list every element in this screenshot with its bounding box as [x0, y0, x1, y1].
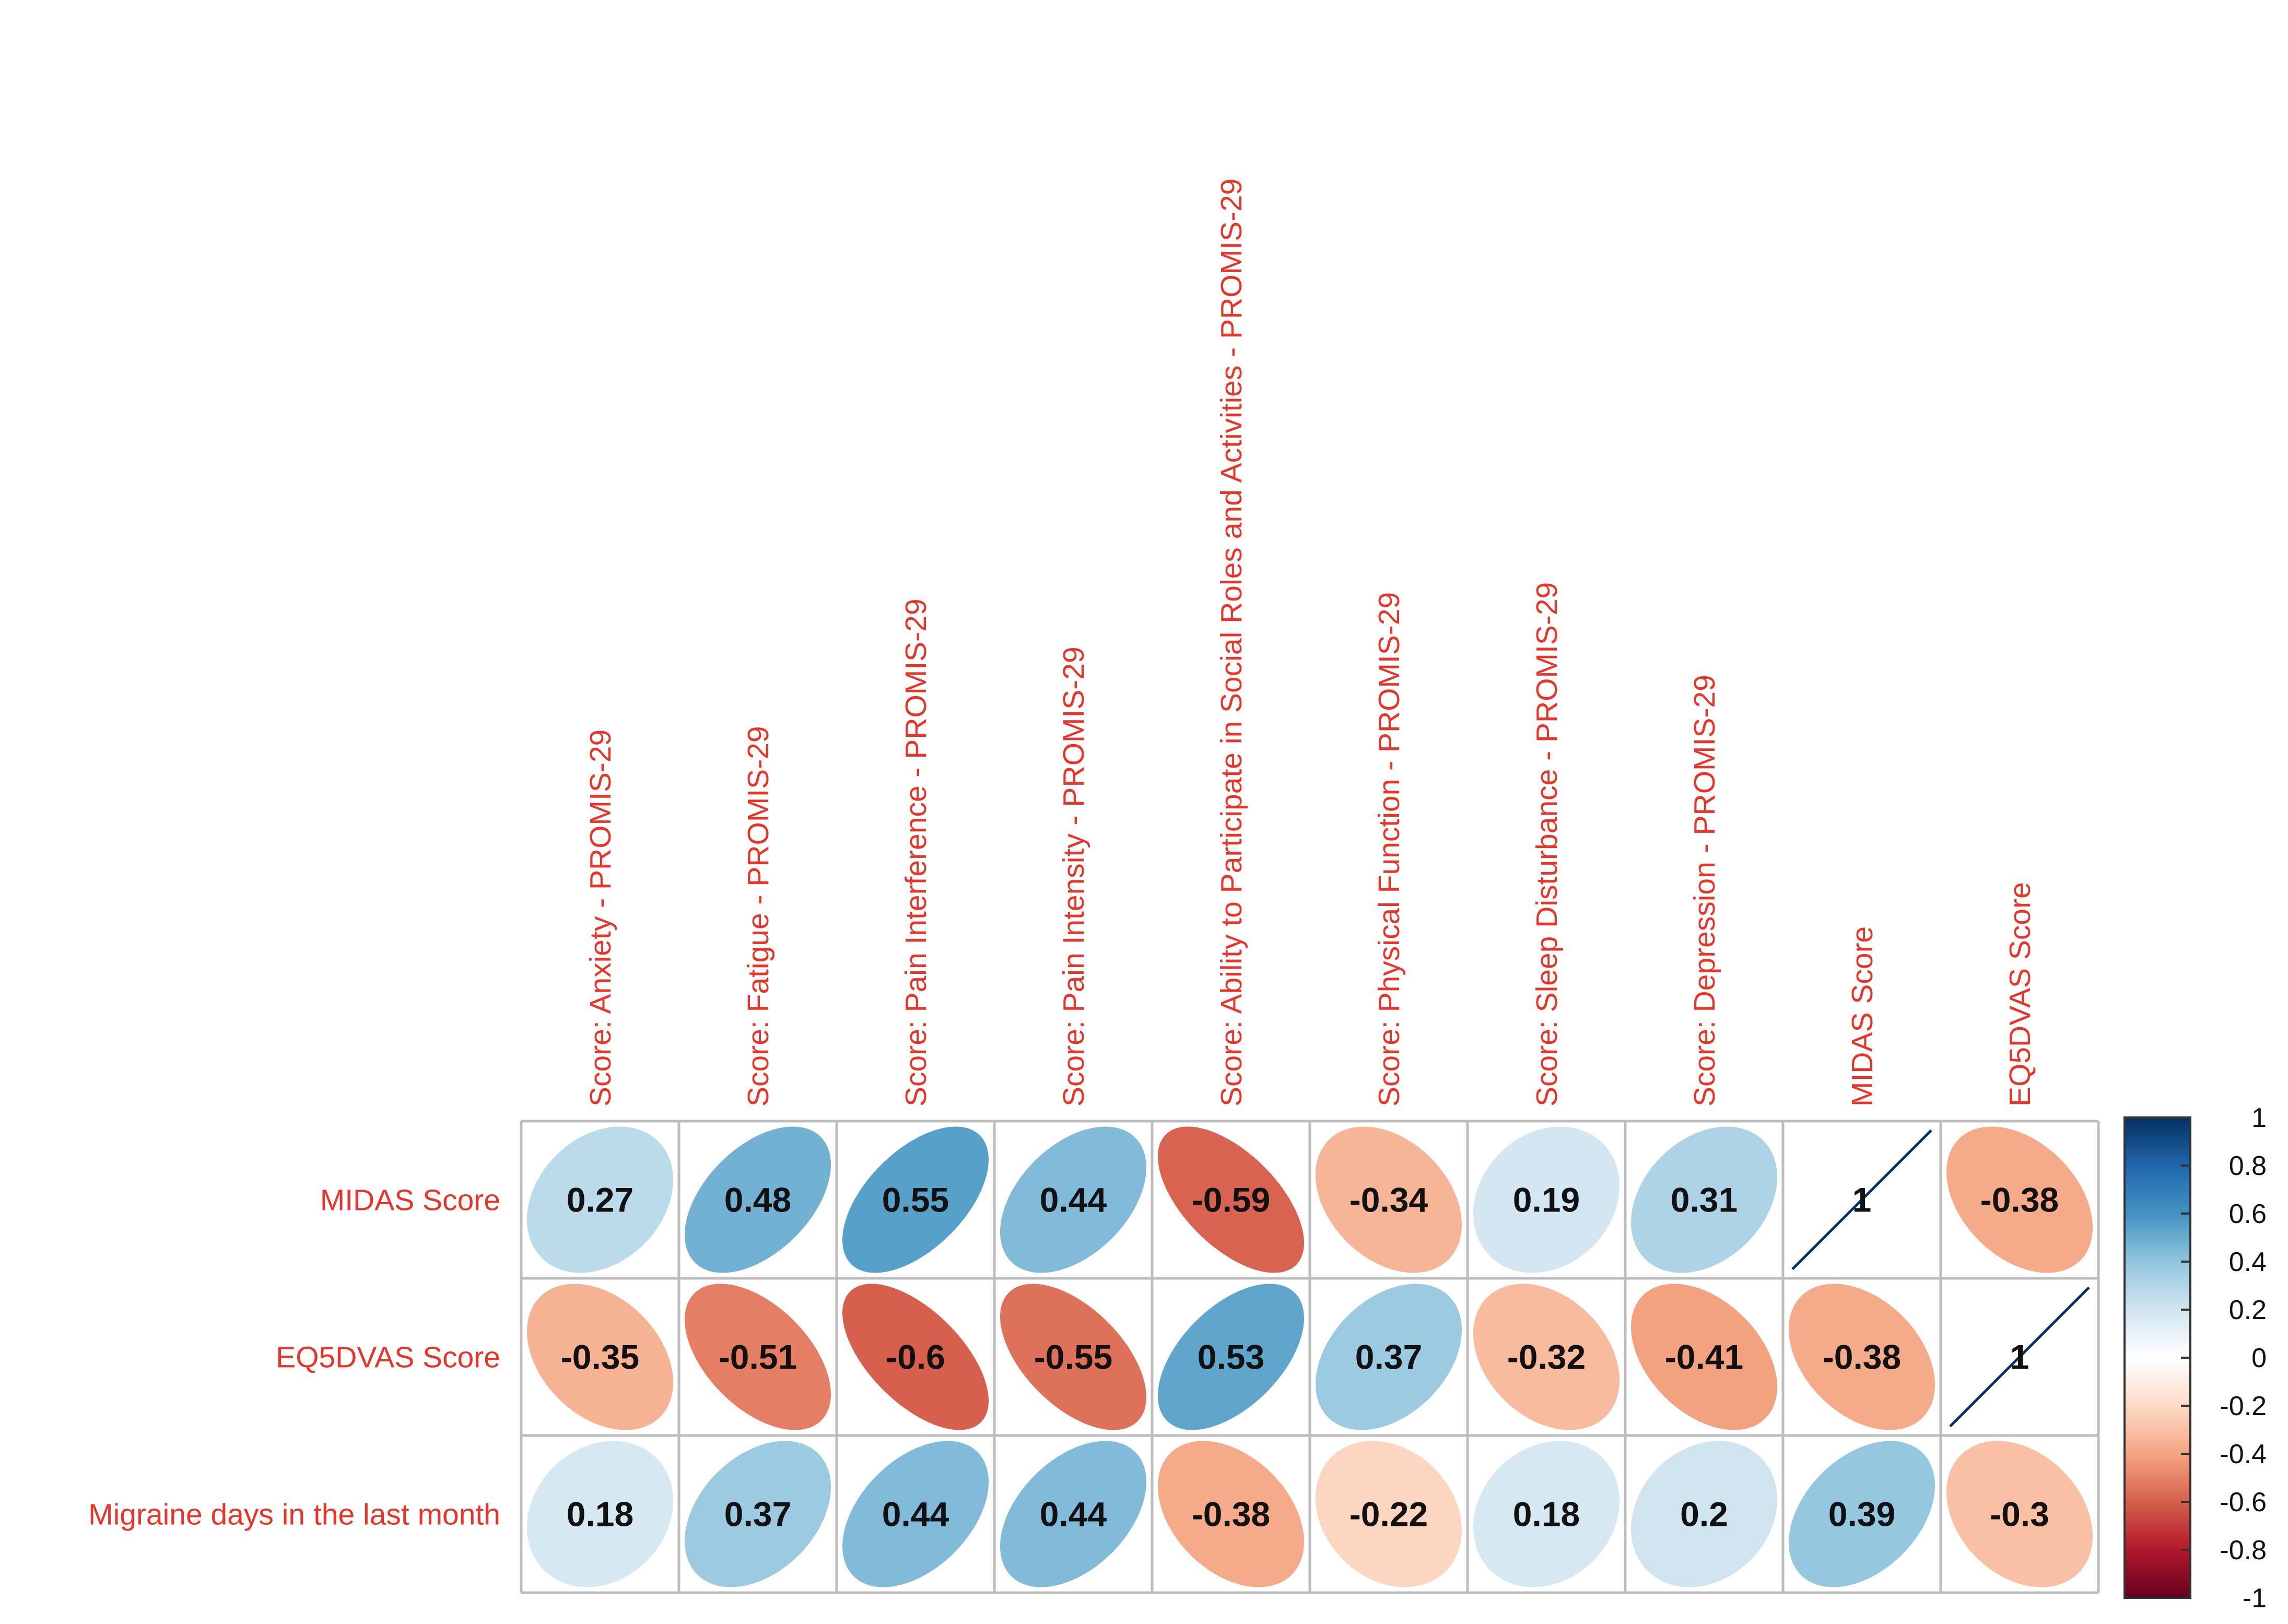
- cell-value-label: -0.6: [886, 1338, 945, 1376]
- cell-value-label: 0.2: [1680, 1495, 1728, 1534]
- column-label: Score: Fatigue - PROMIS-29: [742, 726, 775, 1107]
- cell-ellipse: [1631, 1441, 1778, 1587]
- column-label: Score: Depression - PROMIS-29: [1688, 675, 1721, 1107]
- cell-value-label: -0.41: [1665, 1338, 1743, 1376]
- cell-ellipse: [526, 1284, 673, 1430]
- colorbar-tick-label: -0.4: [2220, 1439, 2267, 1469]
- cell-value-label: 1: [2010, 1338, 2029, 1376]
- cell-value-label: 0.31: [1671, 1181, 1738, 1219]
- cell-value-label: 0.27: [567, 1181, 633, 1219]
- cell-value-label: 0.37: [1355, 1338, 1422, 1376]
- cell-ellipse: [1315, 1441, 1462, 1587]
- cell-ellipse: [1157, 1284, 1304, 1430]
- cell-value-label: -0.38: [1192, 1495, 1270, 1534]
- cell-value-label: 0.18: [567, 1495, 633, 1534]
- cell-ellipse: [1473, 1284, 1620, 1430]
- cell-value-label: -0.3: [1990, 1495, 2049, 1534]
- cell-ellipse: [1631, 1284, 1778, 1430]
- column-label: MIDAS Score: [1846, 926, 1879, 1107]
- cell-ellipse: [1157, 1441, 1304, 1587]
- column-label: Score: Sleep Disturbance - PROMIS-29: [1530, 582, 1564, 1107]
- cell-value-label: 0.53: [1198, 1338, 1264, 1376]
- cell-value-label: 0.44: [1040, 1181, 1107, 1219]
- cell-ellipse: [684, 1284, 831, 1430]
- cell-ellipse: [1631, 1126, 1778, 1273]
- cell-ellipse: [685, 1126, 831, 1273]
- colorbar-tick-label: -0.8: [2220, 1535, 2267, 1566]
- colorbar-gradient: [2125, 1117, 2190, 1598]
- matrix-cells: 0.27 0.48 0.55 0.44 -0.59 -0.34 0.19 0.31 1 -0.38…: [526, 1126, 2093, 1587]
- colorbar-tick-label: 0.6: [2229, 1199, 2267, 1229]
- cell-ellipse: [842, 1441, 989, 1587]
- colorbar-tick-label: 0.4: [2229, 1247, 2267, 1277]
- matrix-grid: [520, 1120, 2100, 1594]
- cell-value-label: 0.19: [1513, 1181, 1580, 1219]
- cell-ellipse: [1946, 1441, 2093, 1587]
- cell-ellipse: [1473, 1126, 1620, 1273]
- colorbar-tick-label: 0: [2251, 1343, 2267, 1373]
- column-label: Score: Anxiety - PROMIS-29: [584, 729, 617, 1107]
- column-labels: Score: Anxiety - PROMIS-29 Score: Fatigue…: [584, 179, 2037, 1107]
- cell-ellipse: [842, 1126, 989, 1273]
- row-label: Migraine days in the last month: [88, 1498, 500, 1532]
- column-label: EQ5DVAS Score: [2003, 882, 2037, 1107]
- cell-ellipse: [1788, 1441, 1935, 1587]
- cell-value-label: -0.51: [719, 1338, 797, 1376]
- cell-value-label: 0.39: [1828, 1495, 1895, 1534]
- cell-ellipse: [684, 1441, 831, 1587]
- row-label: MIDAS Score: [320, 1184, 500, 1217]
- colorbar-tick-label: -0.6: [2220, 1487, 2267, 1517]
- cell-value-label: 1: [1852, 1181, 1872, 1219]
- cell-ellipse: [527, 1126, 674, 1273]
- cell-ellipse: [1000, 1441, 1147, 1587]
- cell-value-label: -0.55: [1034, 1338, 1112, 1376]
- cell-value-label: 0.44: [1040, 1495, 1107, 1534]
- cell-ellipse: [1000, 1126, 1147, 1273]
- cell-value-label: -0.35: [561, 1338, 639, 1376]
- cell-value-label: 0.18: [1513, 1495, 1580, 1534]
- cell-ellipse: [1315, 1126, 1462, 1273]
- column-label: Score: Pain Intensity - PROMIS-29: [1057, 646, 1090, 1107]
- column-label: Score: Physical Function - PROMIS-29: [1372, 592, 1406, 1107]
- cell-ellipse: [1158, 1126, 1305, 1273]
- column-label: Score: Ability to Participate in Social …: [1215, 179, 1248, 1107]
- cell-value-label: 0.55: [882, 1181, 949, 1219]
- cell-ellipse: [1000, 1284, 1146, 1430]
- cell-mark-diagonal: [1791, 1129, 1932, 1270]
- colorbar: 1 0.8 0.6 0.4 0.2 0 -0.2 -0.4 -0.6 -0.8 -1: [2123, 1103, 2267, 1614]
- cell-ellipse: [1788, 1284, 1935, 1430]
- cell-value-label: -0.22: [1350, 1495, 1428, 1534]
- cell-value-label: -0.32: [1507, 1338, 1586, 1376]
- cell-ellipse: [1473, 1441, 1620, 1587]
- colorbar-tick-label: 1: [2251, 1103, 2267, 1133]
- cell-ellipse: [842, 1284, 989, 1430]
- colorbar-tick-label: -1: [2243, 1583, 2267, 1614]
- cell-value-label: -0.59: [1192, 1181, 1270, 1219]
- colorbar-tick-label: -0.2: [2220, 1391, 2267, 1421]
- cell-value-label: 0.37: [724, 1495, 791, 1534]
- cell-value-label: 0.44: [882, 1495, 949, 1534]
- row-labels: MIDAS Score EQ5DVAS Score Migraine days in…: [88, 1184, 500, 1532]
- cell-ellipse: [527, 1441, 674, 1587]
- column-label: Score: Pain Interference - PROMIS-29: [899, 598, 933, 1107]
- cell-value-label: -0.38: [1980, 1181, 2059, 1219]
- cell-value-label: -0.38: [1823, 1338, 1901, 1376]
- row-label: EQ5DVAS Score: [276, 1341, 500, 1374]
- cell-value-label: -0.34: [1350, 1181, 1428, 1219]
- colorbar-tick-label: 0.2: [2229, 1295, 2267, 1325]
- cell-ellipse: [1946, 1126, 2093, 1273]
- cell-mark-diagonal: [1949, 1286, 2090, 1428]
- cell-value-label: 0.48: [724, 1181, 791, 1219]
- colorbar-tick-label: 0.8: [2229, 1151, 2267, 1181]
- cell-ellipse: [1316, 1284, 1462, 1430]
